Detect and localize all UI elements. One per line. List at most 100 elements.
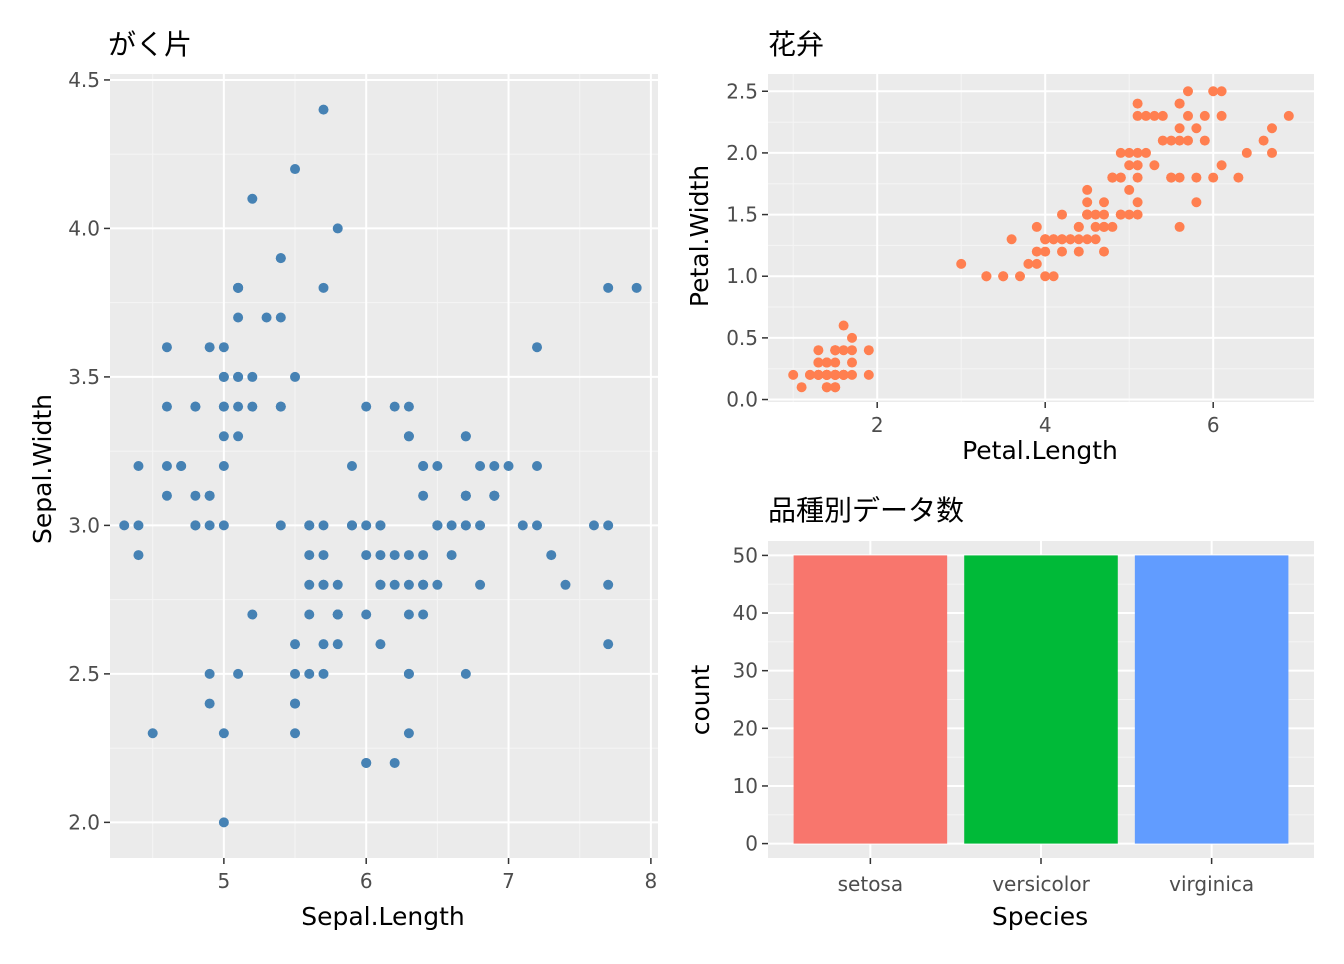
petal-data-point xyxy=(838,320,849,331)
sepal-data-point xyxy=(603,520,614,531)
petal-data-point xyxy=(1149,110,1160,121)
petal-data-point xyxy=(1040,271,1051,282)
sepal-data-point xyxy=(532,342,543,353)
petal-data-point xyxy=(847,345,857,356)
petal-data-point xyxy=(830,345,841,356)
petal-data-point xyxy=(1157,135,1168,146)
sepal-data-point xyxy=(361,550,372,561)
petal-data-point xyxy=(1107,172,1118,183)
petal-data-point xyxy=(1208,172,1219,183)
petal-data-point xyxy=(1115,172,1126,183)
petal-data-point xyxy=(847,369,857,380)
petal-data-point xyxy=(1183,135,1193,146)
sepal-data-point xyxy=(190,490,201,501)
sepal-panel-background xyxy=(110,74,658,858)
petal-data-point xyxy=(1099,209,1109,220)
sepal-data-point xyxy=(161,342,172,353)
petal-data-point xyxy=(1183,86,1193,97)
sepal-data-point xyxy=(204,342,215,353)
petal-data-point xyxy=(1040,234,1051,245)
sepal-data-point xyxy=(304,609,315,620)
petal-data-point xyxy=(821,369,832,380)
sepal-data-point xyxy=(218,401,229,412)
petal-data-point xyxy=(1073,234,1084,245)
petal-data-point xyxy=(1082,234,1093,245)
sepal-data-point xyxy=(318,579,329,590)
petal-data-point xyxy=(1006,234,1017,245)
sepal-data-point xyxy=(318,550,329,561)
bar-plot-title: 品種別データ数 xyxy=(768,494,964,527)
sepal-data-point xyxy=(432,461,443,471)
sepal-data-point xyxy=(631,282,642,293)
sepal-data-point xyxy=(403,431,414,442)
petal-data-point xyxy=(1031,258,1042,269)
petal-data-point xyxy=(1174,221,1185,232)
sepal-data-point xyxy=(332,579,343,590)
petal-data-point xyxy=(830,369,841,380)
sepal-data-point xyxy=(532,520,543,531)
petal-data-point xyxy=(1048,271,1059,282)
sepal-data-point xyxy=(218,342,229,353)
sepal-data-point xyxy=(161,461,172,471)
petal-data-point xyxy=(805,369,815,380)
petal-data-point xyxy=(847,357,857,368)
sepal-data-point xyxy=(247,371,258,382)
sepal-data-point xyxy=(460,520,471,531)
petal-data-point xyxy=(813,357,824,368)
petal-data-point xyxy=(1191,197,1202,208)
sepal-data-point xyxy=(190,401,201,412)
petal-data-point xyxy=(1267,147,1277,158)
sepal-data-point xyxy=(304,668,315,679)
petal-data-point xyxy=(1073,246,1084,257)
petal-data-point xyxy=(1267,123,1277,134)
petal-data-point xyxy=(1057,209,1067,220)
sepal-data-point xyxy=(418,609,429,620)
bar-x-tick-label-setosa: setosa xyxy=(838,872,903,896)
petal-data-point xyxy=(1183,110,1193,121)
petal-y-tick-label: 1.0 xyxy=(726,264,758,288)
sepal-data-point xyxy=(119,520,130,531)
sepal-data-point xyxy=(418,461,429,471)
sepal-data-point xyxy=(233,431,244,442)
sepal-x-tick-label: 5 xyxy=(218,869,231,893)
petal-scatter-plot: 2 4 6 0.0 0.5 1.0 1.5 2.0 2.5 花弁 Petal.Length Pe… xyxy=(685,28,1314,465)
petal-data-point xyxy=(847,332,857,343)
petal-data-point xyxy=(1073,221,1084,232)
petal-data-point xyxy=(1216,160,1227,171)
sepal-data-point xyxy=(190,520,201,531)
bar-y-tick-label: 20 xyxy=(733,716,758,740)
sepal-data-point xyxy=(475,520,486,531)
petal-y-tick-label: 0.0 xyxy=(726,388,758,412)
sepal-data-point xyxy=(389,401,400,412)
sepal-data-point xyxy=(346,461,357,471)
sepal-data-point xyxy=(290,371,301,382)
petal-data-point xyxy=(1283,110,1294,121)
sepal-data-point xyxy=(233,312,244,323)
sepal-data-point xyxy=(233,282,244,293)
sepal-data-point xyxy=(375,579,386,590)
sepal-x-tick-label: 7 xyxy=(502,869,515,893)
sepal-data-point xyxy=(432,579,443,590)
sepal-data-point xyxy=(375,520,386,531)
petal-data-point xyxy=(1115,147,1126,158)
petal-data-point xyxy=(838,369,849,380)
bar-y-tick-label: 30 xyxy=(733,659,758,683)
sepal-data-point xyxy=(218,371,229,382)
petal-y-tick-label: 0.5 xyxy=(726,326,758,350)
sepal-data-point xyxy=(375,639,386,650)
sepal-data-point xyxy=(375,550,386,561)
petal-data-point xyxy=(788,369,799,380)
sepal-data-point xyxy=(588,520,599,531)
sepal-data-point xyxy=(603,639,614,650)
sepal-data-point xyxy=(204,520,215,531)
petal-x-tick-label: 4 xyxy=(1039,413,1052,437)
sepal-data-point xyxy=(517,520,528,531)
sepal-data-point xyxy=(389,579,400,590)
sepal-data-point xyxy=(318,639,329,650)
bar-y-axis-label: count xyxy=(686,665,715,736)
petal-data-point xyxy=(1174,172,1185,183)
petal-data-point xyxy=(1115,209,1126,220)
petal-data-point xyxy=(1191,123,1202,134)
petal-y-tick-label: 2.5 xyxy=(726,79,758,103)
